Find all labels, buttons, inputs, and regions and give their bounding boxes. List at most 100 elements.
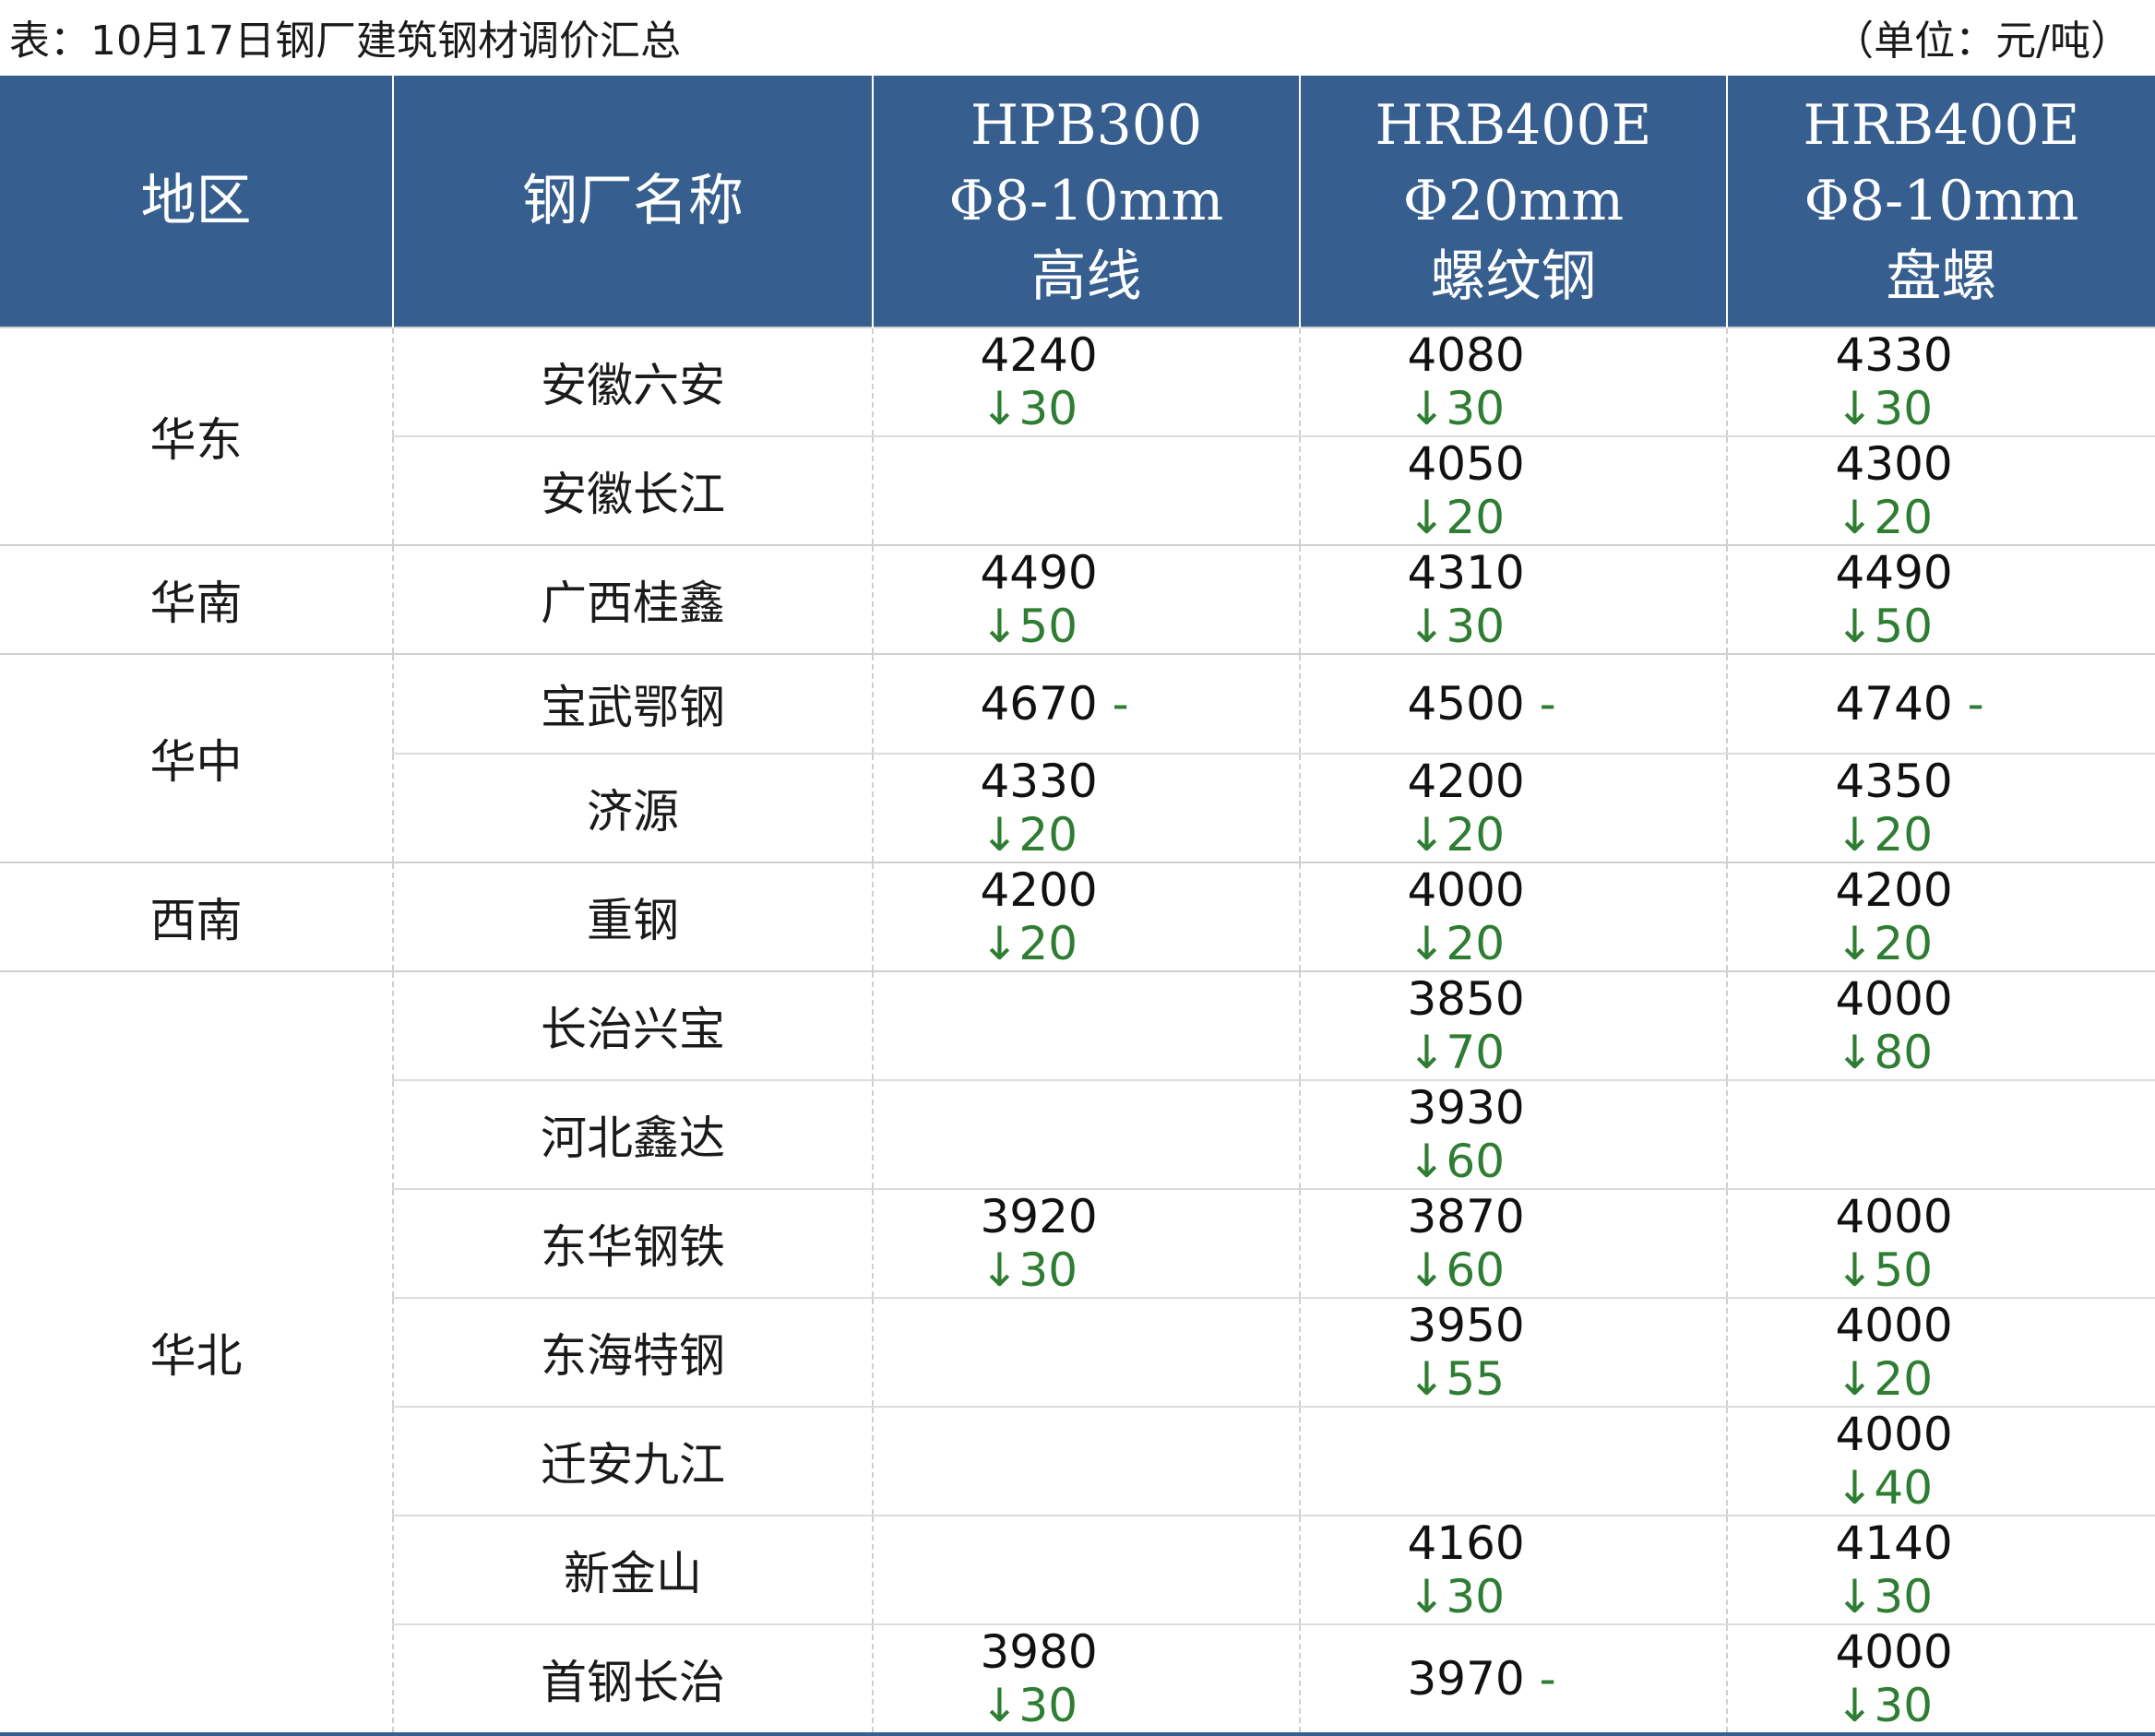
price-cell: 3950 ↓55: [1299, 1298, 1727, 1407]
mill-name-cell: 安徽六安: [392, 327, 873, 436]
price-cell: [872, 1080, 1300, 1189]
price-cell: 4330 ↓20: [872, 754, 1300, 862]
header-row: 地区 钢厂名称 HPB300 Φ8-10mm 高线 HRB400E Φ20mm …: [0, 76, 2155, 327]
price-cell: 4050 ↓20: [1299, 436, 1727, 545]
price-change: ↓60: [1407, 1135, 1506, 1188]
price-value: 4240: [980, 328, 1098, 382]
price-cell: 4740 -: [1726, 654, 2155, 754]
price-change: ↓50: [1835, 600, 1934, 653]
price-value: 4200: [1835, 863, 1953, 917]
region-cell: 华北: [149, 1329, 243, 1383]
price-value: 3950: [1407, 1299, 1525, 1352]
price-cell: 4350 ↓20: [1726, 754, 2155, 862]
header-line: 螺纹钢: [1430, 244, 1597, 309]
price-change: ↓30: [1407, 600, 1506, 653]
price-change: ↓50: [1835, 1243, 1934, 1297]
table-row: 华南 广西桂鑫 4490 ↓50 4310 ↓30 4490 ↓50: [0, 545, 2155, 654]
header-region: 地区: [0, 76, 393, 327]
header-line: HPB300: [970, 93, 1203, 158]
price-value: 4000: [1835, 1190, 1953, 1243]
region-cell: 西南: [149, 894, 243, 947]
price-change: ↓30: [980, 382, 1078, 435]
price-value: 4740: [1835, 677, 1953, 731]
price-value: 4050: [1407, 437, 1525, 491]
price-cell: [1299, 1407, 1727, 1516]
region-cell: 华东: [149, 413, 243, 467]
header-line: HRB400E: [1375, 93, 1652, 158]
table-row: 东华钢铁 3920 ↓30 3870 ↓60 4000 ↓50: [0, 1189, 2155, 1298]
price-cell: 4200 ↓20: [1726, 862, 2155, 971]
price-cell: [872, 1298, 1300, 1407]
price-change: ↓60: [1407, 1243, 1506, 1297]
price-value: 4490: [980, 546, 1098, 600]
price-value: 4140: [1835, 1516, 1953, 1570]
mill-name-cell: 首钢长治: [392, 1624, 873, 1734]
price-cell: 3980 ↓30: [872, 1624, 1300, 1734]
price-change: ↓30: [1407, 382, 1506, 435]
price-cell: 3850 ↓70: [1299, 971, 1727, 1080]
table-row: 华东 安徽六安 4240 ↓30 4080 ↓30 4330 ↓30: [0, 327, 2155, 467]
price-value: 4080: [1407, 328, 1525, 382]
unit-note: （单位：元/吨）: [1833, 18, 2131, 65]
price-cell: [1726, 1080, 2155, 1189]
price-value: 4200: [980, 863, 1098, 917]
price-value: 4300: [1835, 437, 1953, 491]
price-cell: 4240 ↓30: [872, 327, 1300, 436]
header-line: Φ8-10mm: [1804, 169, 2079, 233]
price-change: ↓20: [980, 808, 1078, 862]
table-row: 华北 长治兴宝 3850 ↓70 4000 ↓80: [0, 971, 2155, 1383]
price-value: 3930: [1407, 1081, 1525, 1135]
price-value: 4000: [1835, 1408, 1953, 1461]
price-value: 4670: [980, 677, 1098, 731]
price-cell: 4160 ↓30: [1299, 1516, 1727, 1624]
header-hrb400e-rebar: HRB400E Φ20mm 螺纹钢: [1299, 76, 1727, 327]
mill-name-cell: 广西桂鑫: [392, 545, 873, 654]
price-cell: 4000 ↓40: [1726, 1407, 2155, 1516]
price-change: ↓20: [1407, 917, 1506, 970]
mill-name-cell: 河北鑫达: [392, 1080, 873, 1189]
price-cell: 4140 ↓30: [1726, 1516, 2155, 1624]
table-body: 华东 安徽六安 4240 ↓30 4080 ↓30 4330 ↓30 安徽长江 4050 ↓…: [0, 327, 2155, 1734]
price-cell: [872, 971, 1300, 1080]
mill-name-cell: 安徽长江: [392, 436, 873, 545]
price-value: 3870: [1407, 1190, 1525, 1243]
mill-name-cell: 新金山: [392, 1516, 873, 1624]
mill-name-cell: 长治兴宝: [392, 971, 873, 1080]
price-change: ↓40: [1835, 1461, 1934, 1515]
price-cell: 4080 ↓30: [1299, 327, 1727, 436]
table-caption: 表：10月17日钢厂建筑钢材调价汇总 （单位：元/吨）: [9, 9, 2131, 74]
price-cell: 4330 ↓30: [1726, 327, 2155, 436]
price-change: ↓20: [1835, 491, 1934, 544]
price-change: ↓20: [980, 917, 1078, 970]
header-line: HRB400E: [1803, 93, 2080, 158]
price-change: -: [1967, 677, 1984, 731]
price-change: ↓20: [1835, 917, 1934, 970]
price-value: 4000: [1407, 863, 1525, 917]
header-line: Φ20mm: [1402, 169, 1625, 233]
table-row: 华中 宝武鄂钢 4670 -4500 -4740 -: [0, 654, 2155, 789]
price-cell: 4300 ↓20: [1726, 436, 2155, 545]
header-line: 高线: [1030, 244, 1142, 309]
price-cell: 3920 ↓30: [872, 1189, 1300, 1298]
region-cell: 华南: [149, 577, 243, 630]
price-value: 4310: [1407, 546, 1525, 600]
price-change: ↓30: [980, 1243, 1078, 1297]
price-change: -: [1539, 1652, 1556, 1706]
price-value: 4000: [1835, 1625, 1953, 1679]
mill-name-cell: 重钢: [392, 862, 873, 971]
price-cell: 4000 ↓20: [1299, 862, 1727, 971]
price-change: ↓20: [1407, 808, 1506, 862]
price-cell: 4000 ↓30: [1726, 1624, 2155, 1734]
price-change: ↓30: [1835, 1570, 1934, 1623]
price-change: ↓70: [1407, 1026, 1506, 1079]
header-mill: 钢厂名称: [392, 76, 873, 327]
price-cell: 4310 ↓30: [1299, 545, 1727, 654]
price-change: ↓30: [1835, 382, 1934, 435]
price-change: ↓55: [1407, 1352, 1506, 1406]
price-value: 4000: [1835, 1299, 1953, 1352]
price-value: 4500: [1407, 677, 1525, 731]
price-cell: [872, 1407, 1300, 1516]
mill-name-cell: 东华钢铁: [392, 1189, 873, 1298]
mill-name-cell: 东海特钢: [392, 1298, 873, 1407]
price-cell: 4200 ↓20: [1299, 754, 1727, 862]
